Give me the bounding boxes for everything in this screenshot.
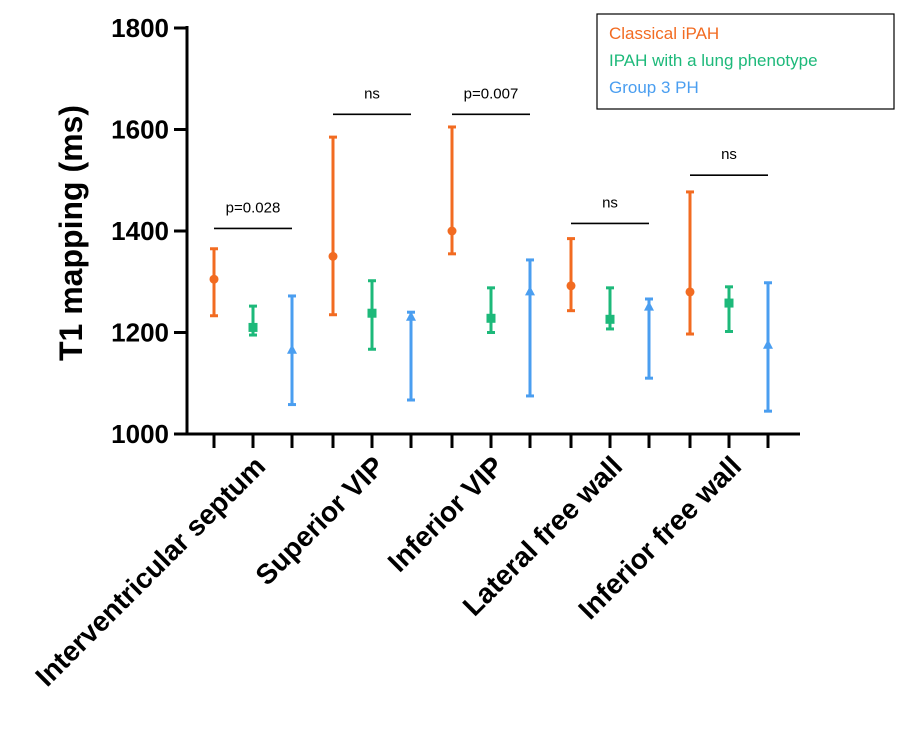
y-axis-title: T1 mapping (ms) [53, 105, 89, 361]
data-point-group [209, 247, 219, 318]
y-tick-label: 1000 [111, 419, 169, 449]
data-point-group [685, 190, 695, 336]
significance-label: ns [602, 194, 618, 211]
data-point-group [644, 297, 654, 380]
legend-box [596, 13, 895, 110]
data-point-group-3-ph [406, 311, 416, 321]
y-tick-label: 1400 [111, 216, 169, 246]
data-marks [209, 125, 773, 413]
data-point-group [763, 281, 773, 413]
x-category-label: Superior VIP [249, 450, 390, 591]
data-point-classical-ipah [566, 281, 576, 291]
data-point-classical-ipah [447, 226, 457, 236]
data-point-group [525, 258, 535, 398]
significance-annotations: p=0.028 ns p=0.007 ns ns [214, 85, 768, 230]
significance-label: ns [721, 146, 737, 163]
legend-entry: Group 3 PH [609, 78, 699, 97]
significance-label: ns [364, 85, 380, 102]
significance-label: p=0.007 [464, 85, 519, 102]
y-tick-label: 1600 [111, 115, 169, 145]
data-point-ipah-with-a-lung-phenotype [724, 298, 734, 308]
data-point-group [724, 285, 734, 333]
data-point-classical-ipah [328, 251, 338, 261]
data-point-group [605, 286, 615, 331]
significance-label: p=0.028 [226, 199, 281, 216]
data-point-group [287, 294, 297, 407]
data-point-ipah-with-a-lung-phenotype [486, 313, 496, 323]
data-point-group-3-ph [525, 285, 535, 296]
data-point-group [248, 304, 258, 337]
data-point-group-3-ph [763, 339, 773, 349]
x-category-label: Interventricular septum [29, 450, 271, 692]
data-point-ipah-with-a-lung-phenotype [248, 322, 258, 332]
data-point-classical-ipah [209, 274, 219, 284]
y-tick-label: 1200 [111, 318, 169, 348]
data-point-group [486, 286, 496, 334]
x-category-label: Inferior VIP [382, 450, 510, 578]
data-point-group [406, 310, 416, 402]
data-point-group [566, 237, 576, 313]
data-point-group [328, 135, 338, 317]
y-tick-label: 1800 [111, 13, 169, 43]
data-point-ipah-with-a-lung-phenotype [605, 314, 615, 324]
data-point-group [447, 125, 457, 256]
axes: 1000 1200 1400 1600 1800 [111, 13, 800, 449]
data-point-group-3-ph [644, 301, 654, 311]
data-point-group-3-ph [287, 344, 297, 354]
legend-entry: IPAH with a lung phenotype [609, 51, 818, 70]
data-point-group [367, 279, 377, 351]
data-point-classical-ipah [685, 287, 695, 297]
legend: Classical iPAH IPAH with a lung phenotype… [596, 13, 895, 110]
legend-entry: Classical iPAH [609, 24, 719, 43]
data-point-ipah-with-a-lung-phenotype [367, 308, 377, 318]
